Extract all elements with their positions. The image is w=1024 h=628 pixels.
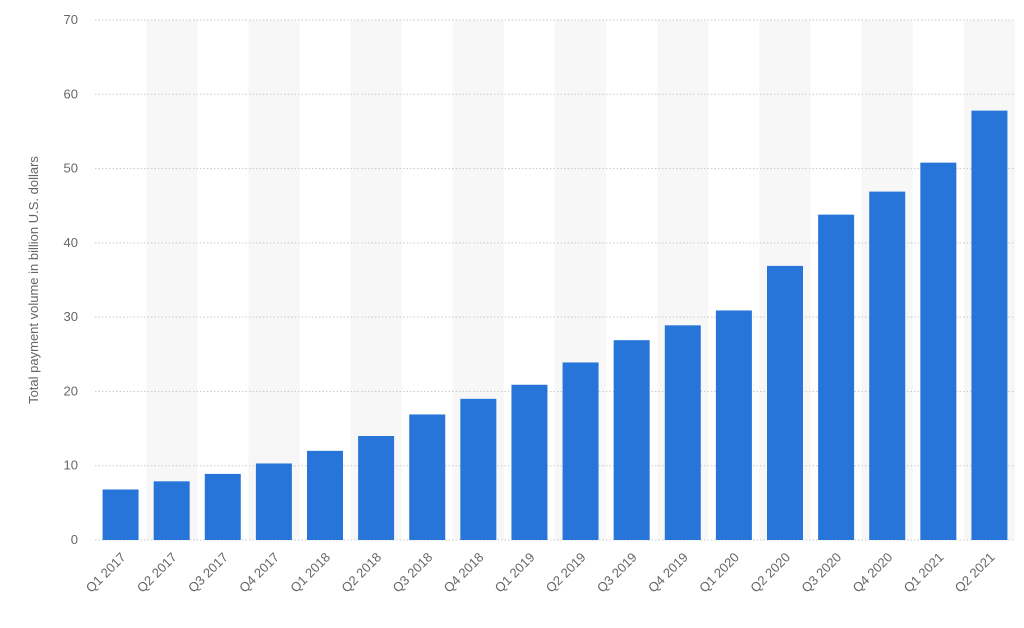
bar	[869, 191, 906, 540]
x-tick-label: Q3 2019	[594, 550, 640, 596]
band-shade	[248, 20, 300, 540]
bar	[664, 325, 701, 540]
bar	[460, 398, 497, 540]
x-tick-label: Q3 2017	[185, 550, 231, 596]
y-tick-label: 20	[64, 383, 78, 398]
x-tick-label: Q4 2018	[441, 550, 487, 596]
bar	[307, 450, 343, 540]
y-tick-label: 70	[64, 12, 78, 27]
bar	[511, 384, 548, 540]
bar	[409, 414, 446, 540]
bar	[562, 362, 599, 540]
y-axis-label: Total payment volume in billion U.S. dol…	[26, 156, 41, 404]
x-tick-label: Q2 2019	[543, 550, 589, 596]
x-tick-label: Q1 2019	[492, 550, 538, 596]
x-tick-label: Q4 2019	[645, 550, 691, 596]
band-shade	[146, 20, 198, 540]
y-tick-label: 50	[64, 161, 78, 176]
x-tick-label: Q2 2021	[952, 550, 998, 596]
bar	[715, 310, 752, 540]
bar	[920, 162, 957, 540]
y-tick-label: 0	[71, 532, 78, 547]
y-tick-label: 60	[64, 86, 78, 101]
bar	[102, 489, 139, 540]
x-tick-label: Q3 2018	[389, 550, 435, 596]
x-tick-label: Q2 2017	[134, 550, 180, 596]
x-tick-label: Q1 2020	[696, 550, 742, 596]
bar	[613, 340, 650, 540]
x-tick-label: Q1 2021	[901, 550, 947, 596]
y-tick-label: 10	[64, 458, 78, 473]
x-tick-label: Q3 2020	[798, 550, 844, 596]
bar	[204, 473, 241, 540]
bar	[818, 214, 855, 540]
y-tick-label: 30	[64, 309, 78, 324]
bar	[358, 436, 395, 540]
x-tick-label: Q2 2018	[338, 550, 384, 596]
bar	[153, 481, 190, 540]
x-tick-label: Q4 2017	[236, 550, 282, 596]
bar	[971, 110, 1008, 540]
x-tick-label: Q1 2018	[287, 550, 333, 596]
bar	[767, 265, 803, 540]
bar	[255, 463, 292, 540]
y-tick-label: 40	[64, 235, 78, 250]
x-tick-label: Q4 2020	[849, 550, 895, 596]
x-tick-label: Q2 2020	[747, 550, 793, 596]
x-tick-label: Q1 2017	[83, 550, 129, 596]
